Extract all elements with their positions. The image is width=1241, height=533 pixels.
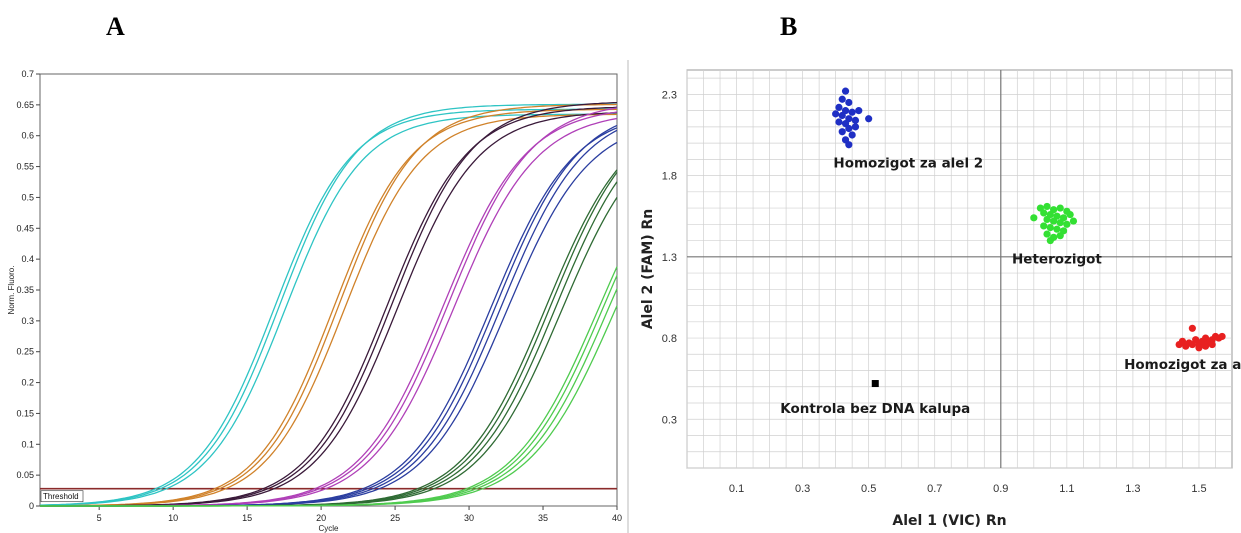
x-tick-label: 0.7 bbox=[927, 483, 942, 495]
x-tick-label: 1.3 bbox=[1125, 483, 1140, 495]
plot-area bbox=[39, 73, 618, 507]
panel-label-b: B bbox=[780, 12, 798, 41]
x-tick-label: 30 bbox=[464, 513, 474, 523]
point-2 bbox=[1043, 230, 1051, 238]
point-3 bbox=[1188, 324, 1196, 332]
x-tick-label: 25 bbox=[390, 513, 400, 523]
point-2 bbox=[1066, 210, 1074, 219]
threshold-label: Threshold bbox=[43, 492, 79, 501]
y-tick-label: 0.5 bbox=[21, 192, 34, 202]
y-tick-label: 0.3 bbox=[662, 414, 677, 426]
y-tick-label: 0.8 bbox=[662, 333, 677, 345]
x-tick-label: 15 bbox=[242, 513, 252, 523]
cluster-label-2: Heterozigot bbox=[1012, 251, 1102, 267]
x-tick-label: 40 bbox=[612, 513, 622, 523]
point-1 bbox=[838, 111, 846, 120]
y-axis-label: Norm. Fluoro. bbox=[7, 266, 16, 315]
y-tick-label: 0 bbox=[29, 501, 34, 511]
cluster-label-3: Homozigot za alel 1 bbox=[1124, 357, 1241, 373]
point-1 bbox=[838, 128, 846, 136]
point-3 bbox=[1218, 332, 1226, 341]
y-tick-label: 1.8 bbox=[662, 171, 677, 183]
point-2 bbox=[1056, 232, 1064, 240]
y-tick-label: 0.55 bbox=[16, 162, 34, 172]
y-tick-label: 0.2 bbox=[21, 378, 34, 388]
y-tick-label: 0.35 bbox=[16, 285, 34, 295]
point-2 bbox=[1046, 223, 1054, 232]
threshold-label-box bbox=[40, 490, 84, 503]
y-tick-label: 0.1 bbox=[21, 439, 34, 449]
x-tick-label: 10 bbox=[168, 513, 178, 523]
y-tick-label: 0.25 bbox=[16, 347, 34, 357]
point-1 bbox=[845, 98, 853, 107]
amplification-chart: 0 0.05 0.1 0.15 0.2 0.25 0.3 0.35 0.4 0.45 0.5 0.55… bbox=[7, 60, 629, 533]
y-tick-label: 0.7 bbox=[21, 69, 34, 79]
x-tick-label: 0.3 bbox=[795, 483, 810, 495]
x-tick-label: 0.9 bbox=[993, 483, 1008, 495]
y-tick-label: 1.3 bbox=[662, 252, 677, 264]
point-2 bbox=[1043, 215, 1051, 224]
y-tick-label: 0.15 bbox=[16, 408, 34, 418]
point-2 bbox=[1056, 219, 1064, 227]
y-tick-label: 0.6 bbox=[21, 131, 34, 141]
point-1 bbox=[848, 131, 856, 139]
point-2 bbox=[1056, 204, 1064, 212]
y-tick-label: 0.3 bbox=[21, 316, 34, 326]
point-1 bbox=[855, 107, 863, 115]
point-2 bbox=[1040, 209, 1048, 217]
curve-group-2-3 bbox=[39, 113, 618, 507]
point-2 bbox=[1030, 214, 1038, 222]
point-1 bbox=[851, 123, 860, 131]
x-axis-label: Cycle bbox=[318, 524, 339, 533]
y-tick-label: 0.45 bbox=[16, 223, 34, 233]
curve-group-1-1 bbox=[39, 108, 617, 506]
point-1 bbox=[841, 87, 850, 95]
point-3 bbox=[1182, 342, 1190, 350]
point-4 bbox=[871, 380, 879, 388]
point-1 bbox=[851, 116, 860, 124]
cluster-label-4: Kontrola bez DNA kalupa bbox=[780, 401, 970, 417]
point-3 bbox=[1188, 340, 1196, 349]
point-1 bbox=[845, 141, 853, 149]
point-1 bbox=[838, 95, 846, 103]
x-tick-label: 1.5 bbox=[1191, 483, 1206, 495]
y-tick-label: 0.4 bbox=[21, 254, 34, 264]
point-2 bbox=[1046, 236, 1054, 245]
curve-group-1-2 bbox=[39, 103, 617, 506]
point-1 bbox=[848, 108, 856, 116]
point-2 bbox=[1050, 217, 1058, 225]
x-tick-label: 1.1 bbox=[1059, 483, 1074, 495]
x-tick-label: 20 bbox=[316, 513, 326, 523]
curve-group-7-4 bbox=[40, 305, 618, 507]
x-tick-label: 0.1 bbox=[729, 483, 744, 495]
point-2 bbox=[1063, 220, 1071, 228]
point-2 bbox=[1043, 202, 1051, 211]
x-tick-label: 35 bbox=[538, 513, 548, 523]
point-3 bbox=[1175, 340, 1183, 349]
y-tick-label: 0.05 bbox=[16, 470, 34, 480]
point-1 bbox=[835, 118, 843, 126]
point-3 bbox=[1201, 342, 1210, 350]
point-3 bbox=[1208, 340, 1216, 349]
x-tick-label: 0.5 bbox=[861, 483, 876, 495]
point-3 bbox=[1195, 344, 1203, 352]
y-axis-label: Alel 2 (FAM) Rn bbox=[640, 209, 656, 330]
point-2 bbox=[1040, 222, 1048, 230]
point-2 bbox=[1053, 225, 1061, 233]
panel-label-a: A bbox=[106, 12, 125, 41]
curve-group-1-3 bbox=[40, 113, 617, 506]
x-axis-label: Alel 1 (VIC) Rn bbox=[892, 513, 1006, 529]
plot-area bbox=[686, 69, 1233, 469]
y-tick-label: 2.3 bbox=[662, 89, 677, 101]
point-1 bbox=[865, 115, 873, 123]
allelic-discrimination-plot: 0.3 0.8 1.3 1.8 2.3 0.1 0.3 0.5 0.7 0.9 1.1 1.3 1.5 A… bbox=[640, 69, 1241, 529]
point-2 bbox=[1069, 217, 1078, 225]
point-1 bbox=[845, 124, 853, 133]
cluster-label-1: Homozigot za alel 2 bbox=[833, 155, 983, 171]
y-tick-label: 0.65 bbox=[16, 100, 34, 110]
point-1 bbox=[832, 110, 840, 118]
point-1 bbox=[835, 103, 843, 111]
x-tick-label: 5 bbox=[97, 513, 102, 523]
